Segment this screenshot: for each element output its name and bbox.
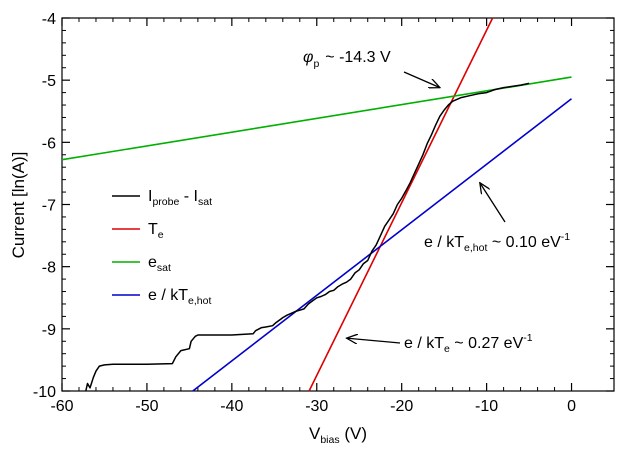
annotation-te-rest: ~ 0.27 eV (450, 335, 524, 352)
x-axis-title-sub: bias (320, 434, 339, 446)
x-tick-label: -30 (305, 398, 328, 415)
x-axis-title: Vbias (V) (309, 424, 367, 446)
annotation-phi-sub: p (313, 58, 319, 70)
series-line-i-probe-i-sat (85, 82, 530, 392)
annotation-electron-temp: e / kTe ~ 0.27 eV-1 (404, 332, 533, 355)
annotation-arrow-hot-electrons (480, 183, 506, 223)
y-axis: -10 -9 -8 -7 -6 -5 -4 (33, 11, 614, 401)
series-line-t-e (308, 17, 494, 392)
legend-probe-sub: probe (152, 196, 179, 208)
legend-probe-main: I (148, 188, 152, 205)
annotation-arrow-plasma-potential (403, 71, 440, 88)
legend-label-esat: esat (148, 254, 171, 274)
annotations: φp ~ -14.3 V e / kTe,hot ~ 0.10 eV-1 e / … (303, 49, 570, 355)
y-tick-label: -7 (42, 198, 56, 215)
x-axis: -60 -50 -40 -30 -20 -10 0 (50, 18, 576, 415)
x-tick-label: -20 (390, 398, 413, 415)
y-tick-label: -10 (33, 384, 56, 401)
annotation-hot-electrons: e / kTe,hot ~ 0.10 eV-1 (424, 231, 570, 254)
annotation-te-sup: -1 (523, 332, 532, 344)
x-tick-label: 0 (567, 398, 576, 415)
y-tick-label: -9 (42, 322, 56, 339)
y-tick-label: -4 (42, 11, 56, 28)
x-axis-title-rest: (V) (340, 424, 367, 443)
annotation-phi-symbol: φ (303, 49, 313, 66)
annotation-phi-value: ~ -14.3 V (325, 49, 391, 66)
annotation-hot-sub: e,hot (464, 242, 487, 254)
legend-probe-sub2: sat (198, 196, 212, 208)
annotation-plasma-potential: φp ~ -14.3 V (303, 49, 391, 70)
series-line-e-kt-e-hot (192, 98, 572, 392)
x-tick-label: -60 (50, 398, 73, 415)
legend-label-te: Te (148, 221, 164, 241)
legend-te-main: T (148, 221, 158, 238)
y-tick-label: -5 (42, 73, 56, 90)
x-axis-title-main: V (309, 424, 321, 443)
y-axis-title: Current [ln(A)] (9, 152, 28, 259)
legend: Iprobe - Isat Te esat e / kTe,hot (112, 188, 212, 307)
legend-label-probe: Iprobe - Isat (148, 188, 212, 208)
x-tick-label: -40 (220, 398, 243, 415)
legend-probe-mid: - I (179, 188, 198, 205)
x-tick-label: -10 (475, 398, 498, 415)
series-layer (61, 17, 572, 392)
y-tick-label: -6 (42, 135, 56, 152)
legend-ehot-main: e / kT (148, 287, 188, 304)
annotation-hot-rest: ~ 0.10 eV (487, 234, 561, 251)
legend-esat-sub: sat (157, 262, 171, 274)
x-tick-label: -50 (135, 398, 158, 415)
annotation-hot-sup: -1 (561, 231, 570, 243)
series-line-e-sat (61, 76, 572, 161)
annotation-arrow-electron-temp (346, 338, 401, 343)
legend-label-ehot: e / kTe,hot (148, 287, 211, 307)
legend-ehot-sub: e,hot (188, 295, 211, 307)
legend-te-sub: e (158, 229, 164, 241)
annotation-te-sub: e (444, 343, 450, 355)
annotation-hot-main: e / kT (424, 234, 464, 251)
y-tick-label: -8 (42, 260, 56, 277)
legend-esat-main: e (148, 254, 157, 271)
annotation-te-main: e / kT (404, 335, 444, 352)
